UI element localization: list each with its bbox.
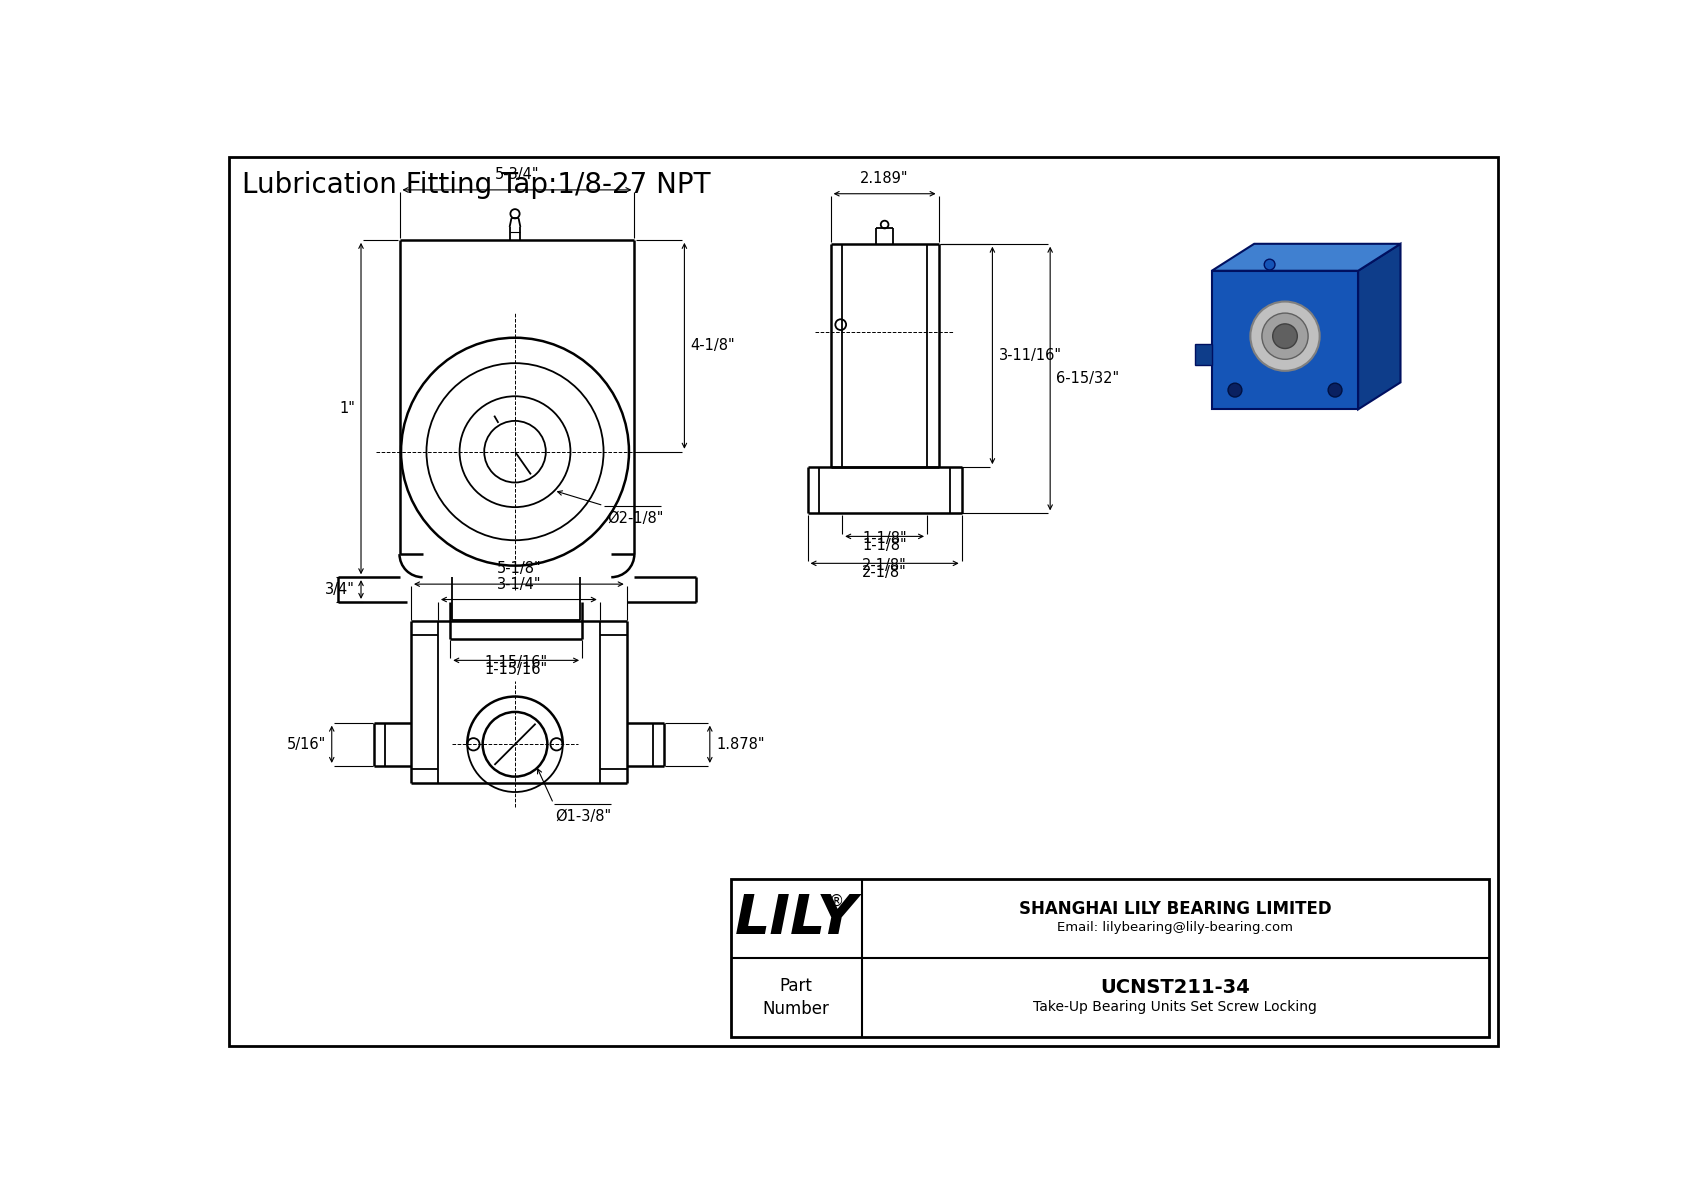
Circle shape [1250, 301, 1320, 370]
Circle shape [1273, 324, 1297, 349]
Text: LILY: LILY [734, 892, 857, 946]
Text: 6-15/32": 6-15/32" [1056, 372, 1120, 386]
Text: 5-1/8": 5-1/8" [497, 561, 541, 576]
Text: 1-15/16": 1-15/16" [485, 655, 547, 669]
Circle shape [1228, 384, 1241, 397]
Circle shape [1265, 260, 1275, 270]
Text: ®: ® [829, 894, 844, 909]
Text: 3/4": 3/4" [325, 582, 355, 597]
Polygon shape [1196, 344, 1212, 364]
Text: Take-Up Bearing Units Set Screw Locking: Take-Up Bearing Units Set Screw Locking [1034, 1000, 1317, 1015]
Text: 2-1/8": 2-1/8" [862, 557, 908, 573]
Text: 1-1/8": 1-1/8" [862, 531, 908, 545]
Polygon shape [1359, 244, 1401, 410]
Text: SHANGHAI LILY BEARING LIMITED: SHANGHAI LILY BEARING LIMITED [1019, 900, 1332, 918]
Text: 5/16": 5/16" [286, 737, 325, 752]
Text: 4-1/8": 4-1/8" [690, 338, 736, 354]
Polygon shape [1212, 270, 1359, 410]
Bar [731, 879, 1489, 1037]
Text: 2-1/8": 2-1/8" [862, 565, 908, 580]
Text: UCNST211-34: UCNST211-34 [1100, 978, 1250, 997]
Text: Ø1-3/8": Ø1-3/8" [556, 809, 611, 824]
Text: 1": 1" [338, 401, 355, 416]
Text: Part
Number: Part Number [763, 977, 830, 1018]
Circle shape [1329, 384, 1342, 397]
Text: Email: lilybearing@lily-bearing.com: Email: lilybearing@lily-bearing.com [1058, 922, 1293, 934]
Text: Lubrication Fitting Tap:1/8-27 NPT: Lubrication Fitting Tap:1/8-27 NPT [242, 170, 711, 199]
Text: 1-15/16": 1-15/16" [485, 662, 547, 676]
Circle shape [1261, 313, 1308, 360]
Text: 3-11/16": 3-11/16" [999, 348, 1061, 363]
Text: 2.189": 2.189" [861, 172, 909, 186]
Polygon shape [1212, 244, 1401, 270]
Text: 3-1/4": 3-1/4" [497, 576, 541, 592]
Text: 1.878": 1.878" [716, 737, 765, 752]
Text: Ø2-1/8": Ø2-1/8" [608, 511, 663, 526]
Text: 1-1/8": 1-1/8" [862, 538, 908, 553]
Text: 5-3/4": 5-3/4" [495, 167, 539, 182]
